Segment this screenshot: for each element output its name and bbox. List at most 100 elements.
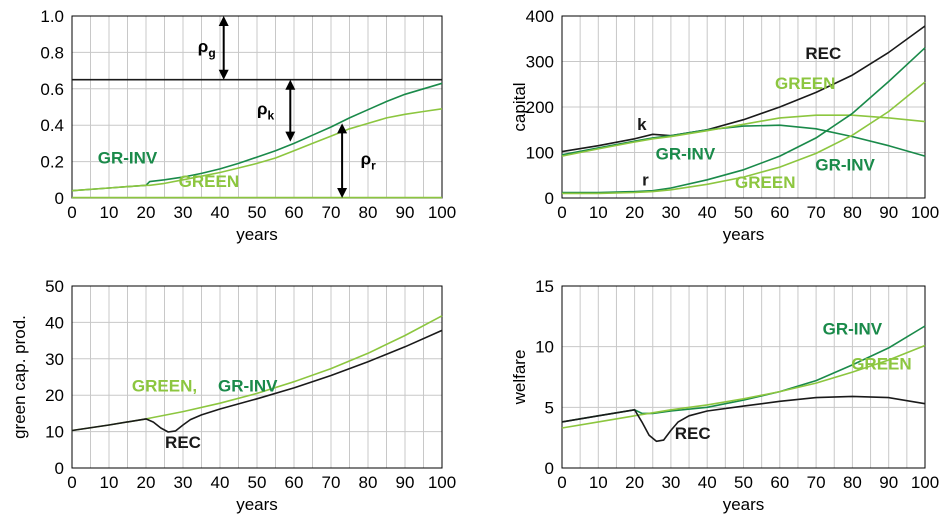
y-tick-label: 200 [526,98,554,117]
series-line-rec [561,25,926,153]
y-tick-label: 0 [55,189,64,208]
x-tick-label: 90 [879,473,898,492]
x-tick-label: 60 [285,203,304,222]
series-annotation: GREEN [851,355,911,374]
chart-panel-3: 0 10 20 30 40 50 60 70 80 90 100 0 10 20 30 40 50 years gr… [10,277,456,514]
series-annotation: REC [165,433,201,452]
double-arrow [218,16,229,80]
y-tick-label: 0 [55,459,64,478]
x-tick-label: 70 [807,473,826,492]
series-annotation: GREEN [179,172,239,191]
series-annotation: GREEN [775,74,835,93]
x-tick-label: 20 [625,203,644,222]
x-tick-label: 20 [137,203,156,222]
series-line-green [562,81,926,195]
y-tick-label: 10 [45,423,64,442]
x-tick-label: 70 [322,203,341,222]
series-annotation: r [642,171,649,190]
x-tick-label: 30 [174,203,193,222]
y-axis-label: capital [510,82,529,131]
x-tick-label: 30 [174,473,193,492]
y-tick-label: 20 [45,386,64,405]
rho-subscript: k [268,109,275,123]
series-annotation: k [637,115,647,134]
x-tick-label: 0 [557,203,566,222]
series-annotation: REC [675,424,711,443]
series-line-green [561,114,926,157]
x-tick-label: 60 [770,473,789,492]
x-tick-label: 40 [211,473,230,492]
x-axis-label: years [723,495,765,514]
rho-subscript: r [371,159,376,173]
arrow-head-up [337,123,348,134]
x-tick-label: 20 [137,473,156,492]
x-tick-label: 80 [359,203,378,222]
x-tick-label: 80 [843,473,862,492]
y-tick-label: 0.6 [40,80,64,99]
arrow-head-down [218,69,229,80]
series-line-green [561,344,926,429]
x-tick-label: 20 [625,473,644,492]
x-tick-label: 100 [911,473,939,492]
x-tick-label: 0 [67,473,76,492]
arrow-head-up [218,16,229,26]
x-tick-label: 70 [807,203,826,222]
y-tick-label: 300 [526,53,554,72]
x-axis-label: years [723,225,765,244]
x-tick-label: 30 [661,203,680,222]
double-arrow [285,79,296,142]
y-tick-label: 0.8 [40,43,64,62]
x-tick-label: 40 [211,203,230,222]
x-tick-label: 80 [359,473,378,492]
rho-symbol: ρ [361,150,372,169]
plot-frame [71,285,443,469]
rho-label: ρr [361,150,377,173]
series-line-gr-inv [562,47,926,194]
series-annotation: GR-INV [815,156,875,175]
series-annotation: GR-INV [98,148,158,167]
x-tick-label: 50 [248,473,267,492]
y-tick-label: 15 [535,277,554,296]
x-tick-label: 90 [879,203,898,222]
y-tick-label: 0 [545,189,554,208]
double-arrow [337,123,348,198]
x-tick-label: 50 [734,203,753,222]
y-tick-label: 5 [545,398,554,417]
x-tick-label: 10 [100,203,119,222]
series-annotation: GR-INV [823,320,883,339]
x-tick-label: 30 [661,473,680,492]
x-tick-label: 80 [843,203,862,222]
y-axis-label: welfare [510,350,529,406]
y-tick-label: 10 [535,338,554,357]
x-tick-label: 10 [589,473,608,492]
series-line-rec [71,329,443,433]
x-tick-label: 50 [734,473,753,492]
y-tick-label: 0 [545,459,554,478]
rho-subscript: g [208,46,215,60]
x-tick-label: 0 [67,203,76,222]
rho-label: ρg [198,37,216,60]
x-tick-label: 100 [428,203,456,222]
y-tick-label: 1.0 [40,7,64,26]
series-annotation: GREEN, [132,377,197,396]
series-line-green [71,108,443,192]
x-tick-label: 40 [698,473,717,492]
x-tick-label: 70 [322,473,341,492]
rho-symbol: ρ [198,37,209,56]
x-tick-label: 100 [428,473,456,492]
chart-panel-2: 0 10 20 30 40 50 60 70 80 90 100 0 100 200 300 400 years… [510,7,939,244]
arrow-head-up [285,79,296,90]
arrow-head-down [285,131,296,142]
x-tick-label: 90 [396,473,415,492]
y-tick-label: 40 [45,313,64,332]
x-tick-label: 100 [911,203,939,222]
series-annotation: GR-INV [218,377,278,396]
plot-frame [561,15,926,199]
series-annotation: GREEN [735,173,795,192]
chart-panel-4: 0 10 20 30 40 50 60 70 80 90 100 0 5 10 15 years welfare… [510,277,939,514]
chart-panel-1: 0 10 20 30 40 50 60 70 80 90 100 0 0.2 0.4 0.6 0.8 1.0 ye… [40,7,456,244]
y-tick-label: 100 [526,144,554,163]
x-axis-label: years [236,225,278,244]
rho-symbol: ρ [257,100,268,119]
